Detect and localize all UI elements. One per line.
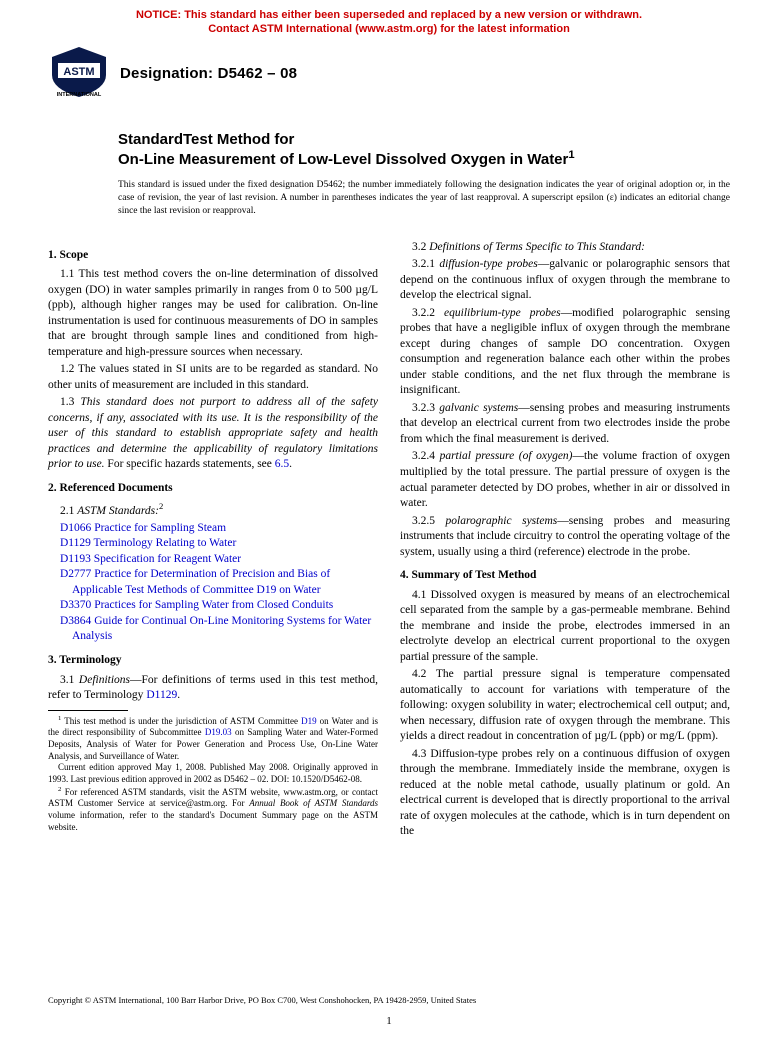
link-d19-03[interactable]: D19.03: [205, 727, 232, 737]
section-3-head: 3. Terminology: [48, 653, 378, 669]
title-block: StandardTest Method for On-Line Measurem…: [118, 131, 730, 170]
notice-line1: NOTICE: This standard has either been su…: [136, 9, 642, 21]
term-3-2-2: 3.2.2 equilibrium-type probes—modified p…: [400, 306, 730, 399]
footnote-rule: [48, 710, 128, 711]
reference-item[interactable]: D3370 Practices for Sampling Water from …: [60, 598, 378, 614]
title-line1: StandardTest Method for: [118, 131, 730, 148]
para-4-1: 4.1 Dissolved oxygen is measured by mean…: [400, 588, 730, 666]
section-4-head: 4. Summary of Test Method: [400, 568, 730, 584]
footnote-1b: Current edition approved May 1, 2008. Pu…: [48, 762, 378, 785]
header-row: ASTM INTERNATIONAL Designation: D5462 – …: [0, 37, 778, 99]
copyright-line: Copyright © ASTM International, 100 Barr…: [48, 995, 476, 1005]
para-3-1: 3.1 Definitions—For definitions of terms…: [48, 673, 378, 704]
footnote-2: 2 For referenced ASTM standards, visit t…: [48, 786, 378, 834]
issuance-note: This standard is issued under the fixed …: [118, 179, 730, 217]
term-3-2-1: 3.2.1 diffusion-type probes—galvanic or …: [400, 257, 730, 304]
svg-text:INTERNATIONAL: INTERNATIONAL: [57, 92, 102, 98]
designation-text: Designation: D5462 – 08: [120, 61, 297, 82]
references-list: D1066 Practice for Sampling SteamD1129 T…: [48, 521, 378, 645]
reference-item[interactable]: D1193 Specification for Reagent Water: [60, 552, 378, 568]
title-line2: On-Line Measurement of Low-Level Dissolv…: [118, 148, 730, 170]
reference-item[interactable]: D3864 Guide for Continual On-Line Monito…: [60, 614, 378, 645]
para-3-2: 3.2 Definitions of Terms Specific to Thi…: [400, 240, 730, 256]
notice-line2: Contact ASTM International (www.astm.org…: [208, 23, 570, 35]
reference-item[interactable]: D2777 Practice for Determination of Prec…: [60, 567, 378, 598]
para-4-2: 4.2 The partial pressure signal is tempe…: [400, 667, 730, 745]
term-3-2-3: 3.2.3 galvanic systems—sensing probes an…: [400, 401, 730, 448]
para-2-1: 2.1 ASTM Standards:2: [48, 501, 378, 519]
para-1-1: 1.1 This test method covers the on-line …: [48, 267, 378, 360]
link-d19[interactable]: D19: [301, 716, 317, 726]
term-3-2-4: 3.2.4 partial pressure (of oxygen)—the v…: [400, 449, 730, 511]
para-1-2: 1.2 The values stated in SI units are to…: [48, 362, 378, 393]
link-6-5[interactable]: 6.5: [275, 458, 289, 470]
section-1-head: 1. Scope: [48, 248, 378, 264]
footnote-1: 1 This test method is under the jurisdic…: [48, 715, 378, 763]
left-column: 1. Scope 1.1 This test method covers the…: [48, 240, 378, 842]
right-column: 3.2 Definitions of Terms Specific to Thi…: [400, 240, 730, 842]
svg-text:ASTM: ASTM: [63, 66, 94, 78]
body-columns: 1. Scope 1.1 This test method covers the…: [0, 218, 778, 842]
term-3-2-5: 3.2.5 polarographic systems—sensing prob…: [400, 514, 730, 561]
reference-item[interactable]: D1129 Terminology Relating to Water: [60, 536, 378, 552]
astm-logo: ASTM INTERNATIONAL: [48, 45, 110, 99]
link-d1129[interactable]: D1129: [146, 689, 177, 701]
para-4-3: 4.3 Diffusion-type probes rely on a cont…: [400, 747, 730, 840]
section-2-head: 2. Referenced Documents: [48, 481, 378, 497]
page-number: 1: [0, 1015, 778, 1027]
reference-item[interactable]: D1066 Practice for Sampling Steam: [60, 521, 378, 537]
notice-banner: NOTICE: This standard has either been su…: [0, 0, 778, 37]
para-1-3: 1.3 This standard does not purport to ad…: [48, 395, 378, 473]
